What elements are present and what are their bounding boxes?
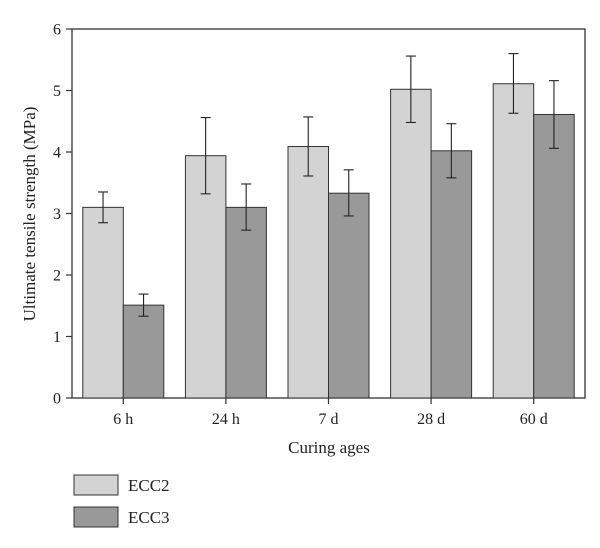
bar-ecc2-3 (390, 88, 432, 399)
y-tick-label: 0 (53, 391, 61, 408)
bar-ecc3-0 (122, 304, 165, 399)
bar-ecc2-1 (184, 155, 227, 399)
bar-ecc2-4 (492, 83, 535, 399)
legend: ECC2 ECC3 (73, 474, 170, 528)
y-tick-label: 1 (53, 329, 61, 346)
legend-label-ecc2: ECC2 (128, 476, 170, 495)
bar-ecc2-0 (82, 206, 124, 399)
legend-swatch-ecc3 (73, 506, 119, 528)
bar-ecc3-2 (328, 192, 370, 399)
bar-ecc2-2 (287, 145, 329, 399)
bar-ecc3-1 (225, 206, 267, 399)
y-axis-label: Ultimate tensile strength (MPa) (20, 107, 39, 322)
legend-swatch-ecc2 (73, 474, 119, 496)
x-axis-label: Curing ages (288, 438, 370, 457)
bar-ecc3-3 (430, 150, 473, 399)
y-axis: 0 1 2 3 4 5 6 (53, 22, 72, 408)
bar-series (82, 83, 575, 399)
bar-ecc3-4 (533, 113, 575, 399)
y-tick-label: 2 (53, 268, 61, 285)
y-tick-label: 3 (53, 206, 61, 223)
y-tick-label: 5 (53, 83, 61, 100)
x-axis: 6 h 24 h 7 d 28 d 60 d (113, 398, 548, 428)
error-bars (98, 53, 559, 317)
x-tick-label: 60 d (520, 411, 548, 428)
x-tick-label: 6 h (113, 411, 133, 428)
x-tick-label: 7 d (319, 411, 339, 428)
legend-label-ecc3: ECC3 (128, 508, 170, 527)
x-tick-label: 24 h (212, 411, 240, 428)
y-tick-label: 6 (53, 22, 61, 39)
x-tick-label: 28 d (417, 411, 445, 428)
y-tick-label: 4 (53, 145, 61, 162)
